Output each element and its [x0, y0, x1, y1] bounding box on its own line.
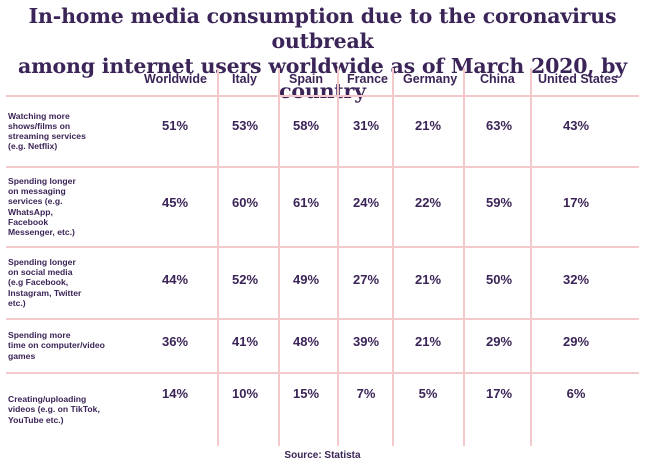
row-label-line: on messaging [8, 186, 66, 197]
cell-france-row-1: 31% [352, 118, 380, 133]
row-label-line: Facebook [8, 216, 49, 227]
column-header-united-states: United States [538, 72, 618, 86]
cell-spain-row-1: 58% [292, 118, 320, 133]
row-label-line: (e.g Facebook, [8, 277, 69, 288]
grid-hline-5 [6, 372, 639, 374]
grid-vline-4 [392, 68, 394, 446]
cell-china-row-1: 63% [485, 118, 513, 133]
cell-italy-row-4: 41% [231, 334, 259, 349]
row-label-4: Spending more time on computer/video games [8, 319, 112, 372]
cell-united-states-row-5: 6% [566, 386, 586, 401]
column-header-france: France [347, 72, 388, 86]
row-label-line: services (e.g. [8, 196, 63, 207]
cell-worldwide-row-4: 36% [161, 334, 189, 349]
cell-spain-row-5: 15% [292, 386, 320, 401]
grid-hline-4 [6, 318, 639, 320]
cell-worldwide-row-5: 14% [161, 386, 189, 401]
grid-vline-1 [217, 68, 219, 446]
row-label-line: time on computer/video [8, 340, 105, 351]
row-label-line: games [8, 350, 36, 361]
column-header-italy: Italy [232, 72, 258, 86]
row-label-line: Spending longer [8, 175, 76, 186]
row-label-line: etc.) [8, 297, 26, 308]
column-header-worldwide: Worldwide [144, 72, 207, 86]
row-label-line: Instagram, Twitter [8, 287, 82, 298]
row-label-2: Spending longer on messaging services (e.g… [8, 167, 112, 246]
row-label-line: Spending longer [8, 256, 76, 267]
cell-worldwide-row-1: 51% [161, 118, 189, 133]
chart-title-line-2: among internet users worldwide as of Mar… [17, 54, 627, 103]
cell-france-row-4: 39% [352, 334, 380, 349]
row-label-line: videos (e.g. on TikTok, [8, 404, 100, 415]
cell-italy-row-1: 53% [231, 118, 259, 133]
row-label-line: WhatsApp, [8, 206, 53, 217]
row-label-line: shows/films on [8, 120, 71, 131]
row-label-text-5: Creating/uploading videos (e.g. on TikTok… [8, 394, 100, 425]
cell-germany-row-3: 21% [414, 272, 442, 287]
row-label-line: on social media [8, 267, 73, 278]
row-label-text-4: Spending more time on computer/video games [8, 330, 105, 361]
row-label-line: Spending more [8, 330, 71, 341]
grid-vline-6 [530, 68, 532, 446]
cell-italy-row-2: 60% [231, 195, 259, 210]
cell-italy-row-3: 52% [231, 272, 259, 287]
cell-france-row-2: 24% [352, 195, 380, 210]
cell-germany-row-1: 21% [414, 118, 442, 133]
source-note: Source: Statista [284, 450, 361, 461]
column-header-spain: Spain [289, 72, 324, 86]
row-label-line: Creating/uploading [8, 394, 87, 405]
grid-vline-2 [278, 68, 280, 446]
row-label-1: Watching more shows/films on streaming ser… [8, 96, 112, 166]
cell-china-row-4: 29% [485, 334, 513, 349]
cell-france-row-3: 27% [352, 272, 380, 287]
row-label-text-3: Spending longer on social media (e.g Faceb… [8, 257, 81, 308]
cell-china-row-5: 17% [485, 386, 513, 401]
cell-spain-row-2: 61% [292, 195, 320, 210]
row-label-line: YouTube etc.) [8, 414, 64, 425]
chart-title-line-1: In-home media consumption due to the cor… [28, 4, 617, 53]
cell-spain-row-3: 49% [292, 272, 320, 287]
column-header-china: China [480, 72, 515, 86]
row-label-line: streaming services [8, 131, 86, 141]
grid-hline-2 [6, 166, 639, 168]
row-label-text-2: Spending longer on messaging services (e.g… [8, 176, 76, 237]
cell-germany-row-5: 5% [418, 386, 438, 401]
row-label-line: (e.g. Netflix) [8, 141, 58, 152]
cell-united-states-row-4: 29% [562, 334, 590, 349]
column-header-germany: Germany [403, 72, 458, 86]
row-label-text-1: Watching more shows/films on streaming ser… [8, 111, 86, 152]
cell-china-row-3: 50% [485, 272, 513, 287]
row-label-line: Messenger, etc.) [8, 226, 75, 237]
row-label-line: Watching more [8, 110, 70, 121]
cell-germany-row-4: 21% [414, 334, 442, 349]
cell-france-row-5: 7% [356, 386, 376, 401]
cell-worldwide-row-2: 45% [161, 195, 189, 210]
cell-china-row-2: 59% [485, 195, 513, 210]
chart-title: In-home media consumption due to the cor… [0, 4, 645, 104]
grid-hline-3 [6, 246, 639, 248]
cell-worldwide-row-3: 44% [161, 272, 189, 287]
cell-united-states-row-1: 43% [562, 118, 590, 133]
cell-united-states-row-2: 17% [562, 195, 590, 210]
cell-italy-row-5: 10% [231, 386, 259, 401]
grid-hline-1 [6, 95, 639, 97]
grid-vline-3 [337, 68, 339, 446]
row-label-3: Spending longer on social media (e.g Faceb… [8, 247, 112, 318]
cell-germany-row-2: 22% [414, 195, 442, 210]
cell-spain-row-4: 48% [292, 334, 320, 349]
grid-vline-5 [463, 68, 465, 446]
row-label-5: Creating/uploading videos (e.g. on TikTok… [8, 373, 112, 446]
cell-united-states-row-3: 32% [562, 272, 590, 287]
